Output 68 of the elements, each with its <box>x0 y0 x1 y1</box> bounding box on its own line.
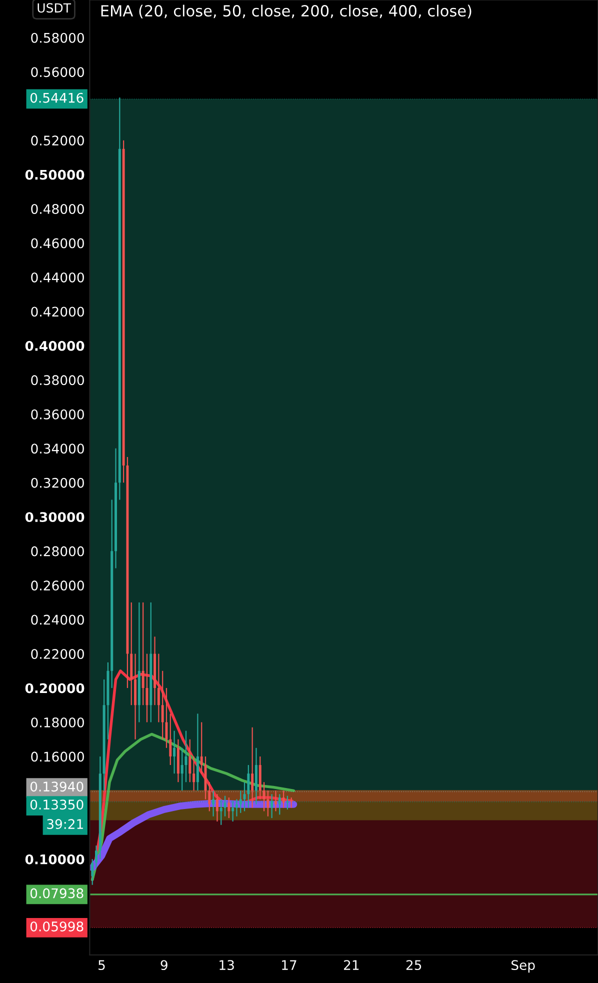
candlestick <box>146 653 148 723</box>
ref-line-label: 0.13940 <box>30 782 84 792</box>
candlestick <box>290 796 293 808</box>
candlestick <box>262 782 266 812</box>
y-tick-label: 0.52000 <box>31 136 84 146</box>
x-tick-label: 25 <box>406 960 422 970</box>
y-tick-label: 0.18000 <box>31 717 84 728</box>
candlestick <box>212 790 215 817</box>
candlestick <box>188 738 192 783</box>
y-tick-label: 0.22000 <box>31 648 84 659</box>
candlestick <box>200 722 203 774</box>
y-tick-label: 0.36000 <box>31 409 84 420</box>
text: 39:21 <box>47 819 83 830</box>
candlestick <box>247 764 250 808</box>
y-tick-label: 0.28000 <box>31 546 84 556</box>
y-tick-label: 0.32000 <box>31 478 84 488</box>
y-tick-label: 0.50000 <box>25 170 84 180</box>
y-tick-label: 0.44000 <box>31 272 84 282</box>
candlestick <box>274 790 277 812</box>
candlestick <box>224 795 226 817</box>
y-tick-label: 0.38000 <box>31 375 84 386</box>
y-tick-label: 0.58000 <box>31 32 84 43</box>
ref-line-label: 0.54416 <box>30 92 84 103</box>
x-tick-label: 9 <box>160 960 168 970</box>
ref-line-label: 0.05998 <box>30 921 84 932</box>
y-tick-label: 0.26000 <box>31 580 84 591</box>
x-tick-label: Sep <box>512 960 535 973</box>
candlestick <box>173 730 176 774</box>
candlestick <box>239 790 242 814</box>
candlestick <box>270 794 274 819</box>
y-tick-label: 0.10000 <box>25 854 84 864</box>
y-tick-label: 0.24000 <box>31 614 84 625</box>
candlestick <box>95 844 98 868</box>
candlestick <box>142 602 144 706</box>
ref-line-label: 0.07938 <box>30 888 84 898</box>
candlestick <box>278 794 281 816</box>
x-tick-label: 21 <box>344 960 359 970</box>
y-tick-label: 0.30000 <box>25 512 84 522</box>
annotation: EMA (20, close, 50, close, 200, close, 400, close) <box>101 4 472 18</box>
candlestick <box>266 790 270 817</box>
candlestick <box>228 796 230 819</box>
candlestick <box>216 794 218 822</box>
y-tick-label: 0.16000 <box>31 752 84 762</box>
x-tick-label: 5 <box>98 960 105 970</box>
candlestick <box>157 653 160 723</box>
candlestick <box>184 730 188 783</box>
y-tick-label: 0.46000 <box>31 238 84 248</box>
y-tick-label: 0.40000 <box>25 340 84 351</box>
candlestick <box>161 670 164 740</box>
candlestick <box>169 713 172 766</box>
candlestick <box>235 798 238 817</box>
x-tick-label: 17 <box>282 960 296 970</box>
x-tick-label: 13 <box>220 960 234 970</box>
y-tick-label: 0.20000 <box>25 683 84 694</box>
candlestick <box>243 782 246 812</box>
y-tick-label: 0.34000 <box>31 444 84 454</box>
y-tick-label: 0.42000 <box>31 306 84 317</box>
text: USDT <box>38 3 72 13</box>
ref-line-label: 0.13350 <box>30 800 84 810</box>
candlestick <box>192 756 196 792</box>
candlestick <box>91 858 94 886</box>
y-tick-label: 0.56000 <box>31 67 84 78</box>
y-tick-label: 0.48000 <box>31 204 84 214</box>
candlestick <box>282 790 285 808</box>
candlestick <box>251 726 254 808</box>
candlestick <box>180 747 184 792</box>
candlestick <box>208 782 211 812</box>
candlestick <box>165 687 168 748</box>
